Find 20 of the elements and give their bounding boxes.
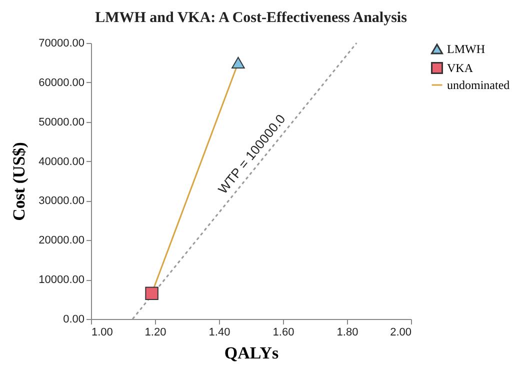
x-tick-label: 1.60 bbox=[272, 326, 294, 338]
x-tick-label: 2.00 bbox=[390, 326, 412, 338]
x-tick-label: 1.80 bbox=[336, 326, 358, 338]
y-tick-label: 50000.00 bbox=[38, 116, 84, 128]
y-tick-label: 60000.00 bbox=[38, 76, 84, 89]
x-axis-title: QALYs bbox=[224, 344, 279, 362]
y-axis-title: Cost (US$) bbox=[10, 142, 29, 221]
y-tick-label: 30000.00 bbox=[38, 195, 84, 208]
y-tick-label: 70000.00 bbox=[38, 38, 84, 50]
chart-title: LMWH and VKA: A Cost-Effectiveness Analysis bbox=[95, 10, 408, 26]
y-tick-label: 0.00 bbox=[63, 314, 84, 326]
y-tick-label: 40000.00 bbox=[38, 156, 84, 168]
y-tick-label: 20000.00 bbox=[38, 234, 84, 247]
x-tick-label: 1.40 bbox=[208, 326, 230, 338]
legend-label: undominated bbox=[447, 78, 510, 92]
legend-label: VKA bbox=[447, 61, 474, 75]
x-tick-label: 1.20 bbox=[144, 326, 166, 338]
x-tick-label: 1.00 bbox=[92, 326, 113, 338]
y-tick-label: 10000.00 bbox=[38, 274, 84, 286]
legend-label: LMWH bbox=[447, 42, 486, 56]
